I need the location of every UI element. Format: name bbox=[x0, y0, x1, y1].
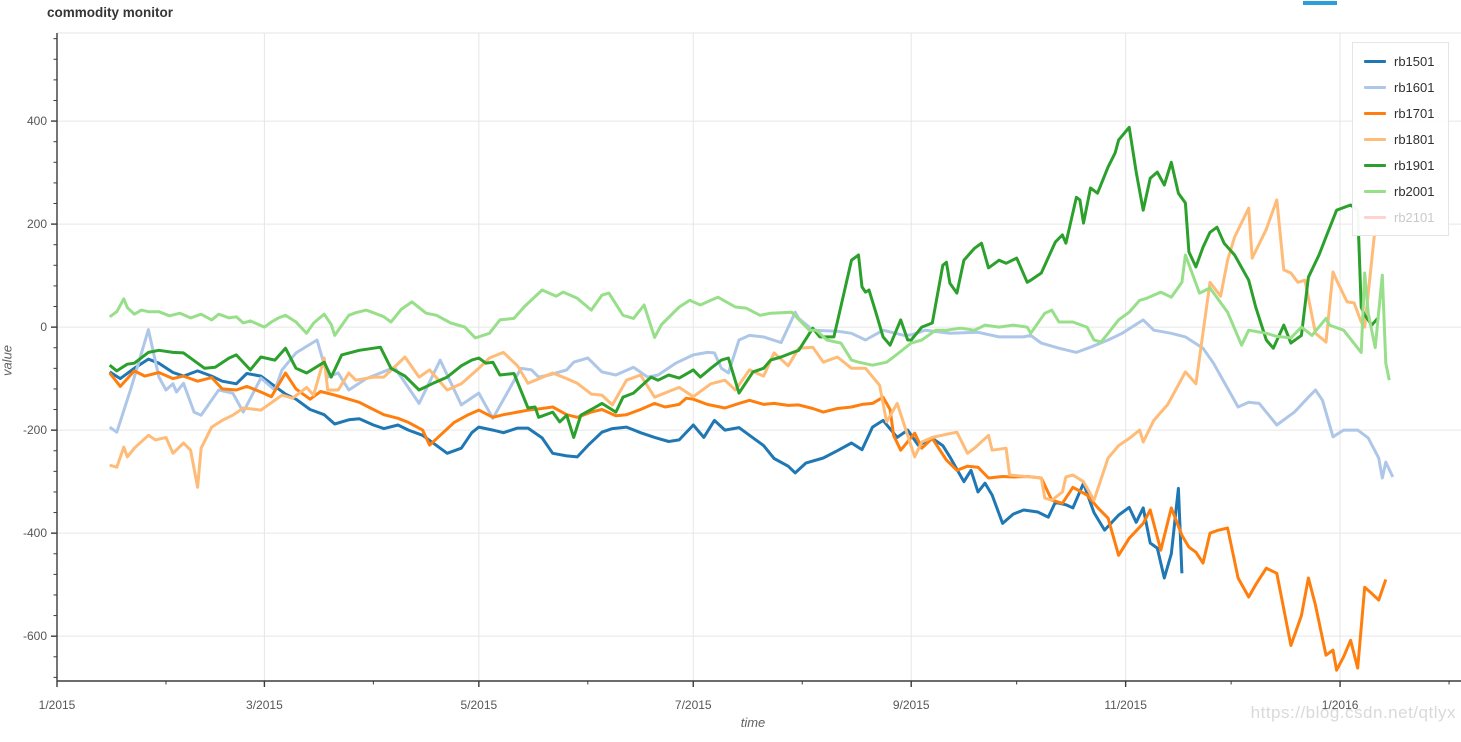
legend-swatch-rb2101 bbox=[1364, 215, 1386, 219]
chart-title: commodity monitor bbox=[47, 5, 174, 20]
series-rb2001 bbox=[108, 253, 1391, 381]
y-tick-label: 200 bbox=[27, 217, 47, 231]
x-axis-label: time bbox=[740, 715, 766, 730]
legend-item-rb2001[interactable]: rb2001 bbox=[1353, 178, 1448, 204]
y-tick-label: -200 bbox=[23, 423, 47, 437]
y-tick-label: 400 bbox=[27, 114, 47, 128]
legend-item-label: rb2001 bbox=[1394, 183, 1435, 199]
x-tick-label: 1/2015 bbox=[39, 698, 76, 712]
legend-item-label: rb1801 bbox=[1394, 131, 1435, 147]
x-tick-label: 7/2015 bbox=[675, 698, 712, 712]
legend-item-rb1601[interactable]: rb1601 bbox=[1353, 74, 1448, 100]
series-group bbox=[108, 125, 1395, 672]
legend-swatch-rb1601 bbox=[1364, 85, 1386, 89]
y-tick-label: -400 bbox=[23, 526, 47, 540]
legend-item-rb1501[interactable]: rb1501 bbox=[1353, 48, 1448, 74]
x-tick-label: 1/2016 bbox=[1322, 698, 1359, 712]
series-rb1701 bbox=[108, 369, 1388, 672]
series-rb1901 bbox=[108, 125, 1380, 439]
legend-item-label: rb1501 bbox=[1394, 53, 1435, 69]
toolbar-active-indicator bbox=[1303, 1, 1337, 5]
legend-item-rb2101[interactable]: rb2101 bbox=[1353, 204, 1448, 230]
legend-item-label: rb1901 bbox=[1394, 157, 1435, 173]
legend-swatch-rb1901 bbox=[1364, 163, 1386, 167]
legend-item-label: rb1601 bbox=[1394, 79, 1435, 95]
legend-item-rb1801[interactable]: rb1801 bbox=[1353, 126, 1448, 152]
legend-swatch-rb1501 bbox=[1364, 59, 1386, 63]
y-tick-label: -600 bbox=[23, 629, 47, 643]
legend-item-rb1701[interactable]: rb1701 bbox=[1353, 100, 1448, 126]
x-tick-label: 9/2015 bbox=[893, 698, 930, 712]
y-axis-label: value bbox=[0, 344, 15, 377]
y-tick-label: 0 bbox=[40, 320, 47, 334]
legend-item-label: rb2101 bbox=[1394, 209, 1435, 225]
legend-swatch-rb2001 bbox=[1364, 189, 1386, 193]
x-tick-label: 5/2015 bbox=[460, 698, 497, 712]
series-rb1601 bbox=[108, 310, 1395, 480]
legend-swatch-rb1701 bbox=[1364, 111, 1386, 115]
legend-swatch-rb1801 bbox=[1364, 137, 1386, 141]
legend-item-label: rb1701 bbox=[1394, 105, 1435, 121]
series-rb1501 bbox=[108, 357, 1184, 580]
x-tick-label: 3/2015 bbox=[246, 698, 283, 712]
watermark: https://blog.csdn.net/qtlyx bbox=[1250, 703, 1456, 722]
x-tick-label: 11/2015 bbox=[1104, 698, 1147, 712]
legend: rb1501 rb1601 rb1701 rb1801 rb1901 rb2001 rb21… bbox=[1352, 42, 1449, 236]
legend-item-rb1901[interactable]: rb1901 bbox=[1353, 152, 1448, 178]
